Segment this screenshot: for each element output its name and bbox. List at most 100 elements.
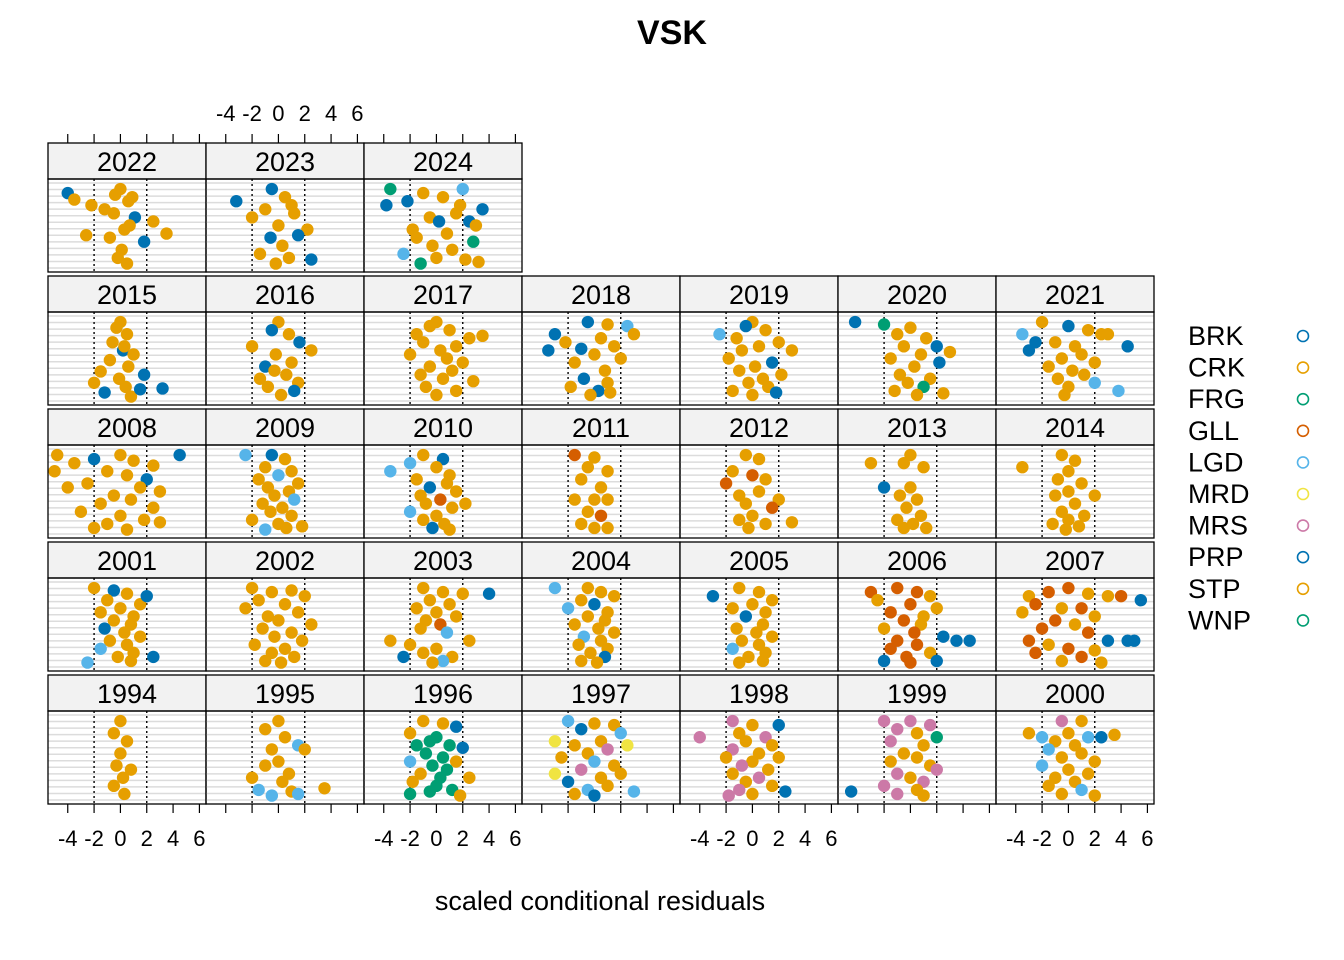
data-point [568, 618, 581, 631]
data-point [291, 787, 305, 801]
data-point [410, 231, 423, 244]
x-tick-label: -4 [1006, 826, 1026, 851]
data-point [568, 356, 581, 369]
strip-label-2009: 2009 [255, 413, 315, 443]
data-point [722, 352, 735, 365]
data-point [594, 585, 608, 599]
data-point [456, 182, 469, 196]
strip-1994 [47, 674, 207, 712]
data-point [1062, 763, 1075, 776]
legend-label-mrd: MRD [1188, 479, 1250, 509]
data-point [459, 497, 472, 510]
data-point [126, 190, 139, 204]
data-point [1022, 344, 1036, 357]
data-point [592, 622, 605, 635]
data-point [410, 473, 423, 486]
data-point [785, 344, 799, 357]
data-point [765, 630, 779, 643]
data-point [930, 654, 943, 668]
data-point [765, 356, 779, 369]
data-point [772, 751, 785, 764]
data-point [291, 229, 305, 242]
data-point [123, 219, 136, 232]
data-point [601, 376, 614, 389]
data-point [469, 219, 483, 232]
panel-1994: 1994 [47, 674, 207, 805]
data-point [588, 789, 601, 802]
data-point [110, 759, 123, 772]
data-point [910, 493, 924, 506]
data-point [910, 585, 924, 599]
x-tick-label: 6 [1141, 826, 1153, 851]
panel-2024: 2024 [363, 142, 523, 273]
data-point [897, 521, 911, 535]
data-point [607, 589, 621, 603]
data-point [1042, 360, 1055, 373]
data-point [785, 516, 799, 529]
panel-2022: 2022 [47, 142, 207, 273]
data-point [456, 741, 469, 754]
data-point [446, 243, 459, 256]
data-point [245, 771, 259, 784]
data-point [877, 714, 891, 728]
data-point [397, 247, 410, 261]
data-point [280, 368, 293, 381]
panel-frame [363, 178, 523, 273]
data-point [1088, 610, 1101, 623]
data-point [449, 720, 463, 733]
data-point [735, 634, 749, 647]
data-point [140, 589, 153, 603]
data-point [1035, 759, 1049, 772]
x-axis [541, 804, 675, 813]
panel-1996: 1996 [363, 674, 523, 805]
data-point [463, 634, 476, 647]
x-tick-label: 0 [1062, 826, 1074, 851]
data-point [94, 606, 107, 619]
data-point [245, 513, 259, 527]
data-point [430, 642, 443, 655]
data-point [449, 384, 463, 398]
data-point [607, 340, 621, 353]
x-tick-label: -4 [690, 826, 710, 851]
data-point [173, 448, 186, 462]
data-point [120, 328, 134, 341]
legend-marker-lgd [1296, 456, 1310, 469]
strip-2015 [47, 275, 207, 313]
data-point [1022, 727, 1036, 740]
data-point [153, 485, 167, 498]
data-point [726, 465, 739, 478]
data-point [453, 199, 467, 212]
data-point [269, 348, 282, 361]
data-point [101, 517, 114, 531]
data-point [417, 646, 430, 660]
data-point [742, 650, 755, 664]
data-point [295, 634, 309, 647]
data-point [278, 642, 292, 655]
data-point [910, 638, 924, 651]
x-tick-label: 2 [457, 826, 469, 851]
data-point [588, 521, 601, 535]
data-point [548, 735, 562, 748]
legend-label-frg: FRG [1188, 384, 1245, 414]
data-point [1042, 743, 1055, 756]
data-point [103, 231, 117, 244]
data-point [752, 485, 766, 498]
data-point [575, 722, 588, 736]
data-point [739, 735, 753, 748]
data-point [265, 789, 279, 802]
legend-label-wnp: WNP [1188, 605, 1251, 635]
data-point [750, 626, 763, 639]
data-point [1128, 634, 1141, 647]
data-point [153, 516, 167, 529]
data-point [877, 779, 891, 793]
data-point [584, 646, 597, 660]
data-point [1134, 594, 1148, 607]
panel-2008: 2008 [47, 408, 207, 539]
data-point [106, 336, 119, 349]
data-point [897, 747, 911, 760]
data-point [742, 521, 755, 535]
data-point [1042, 585, 1055, 599]
data-point [937, 630, 950, 643]
data-point [434, 493, 447, 506]
data-point [147, 215, 160, 228]
